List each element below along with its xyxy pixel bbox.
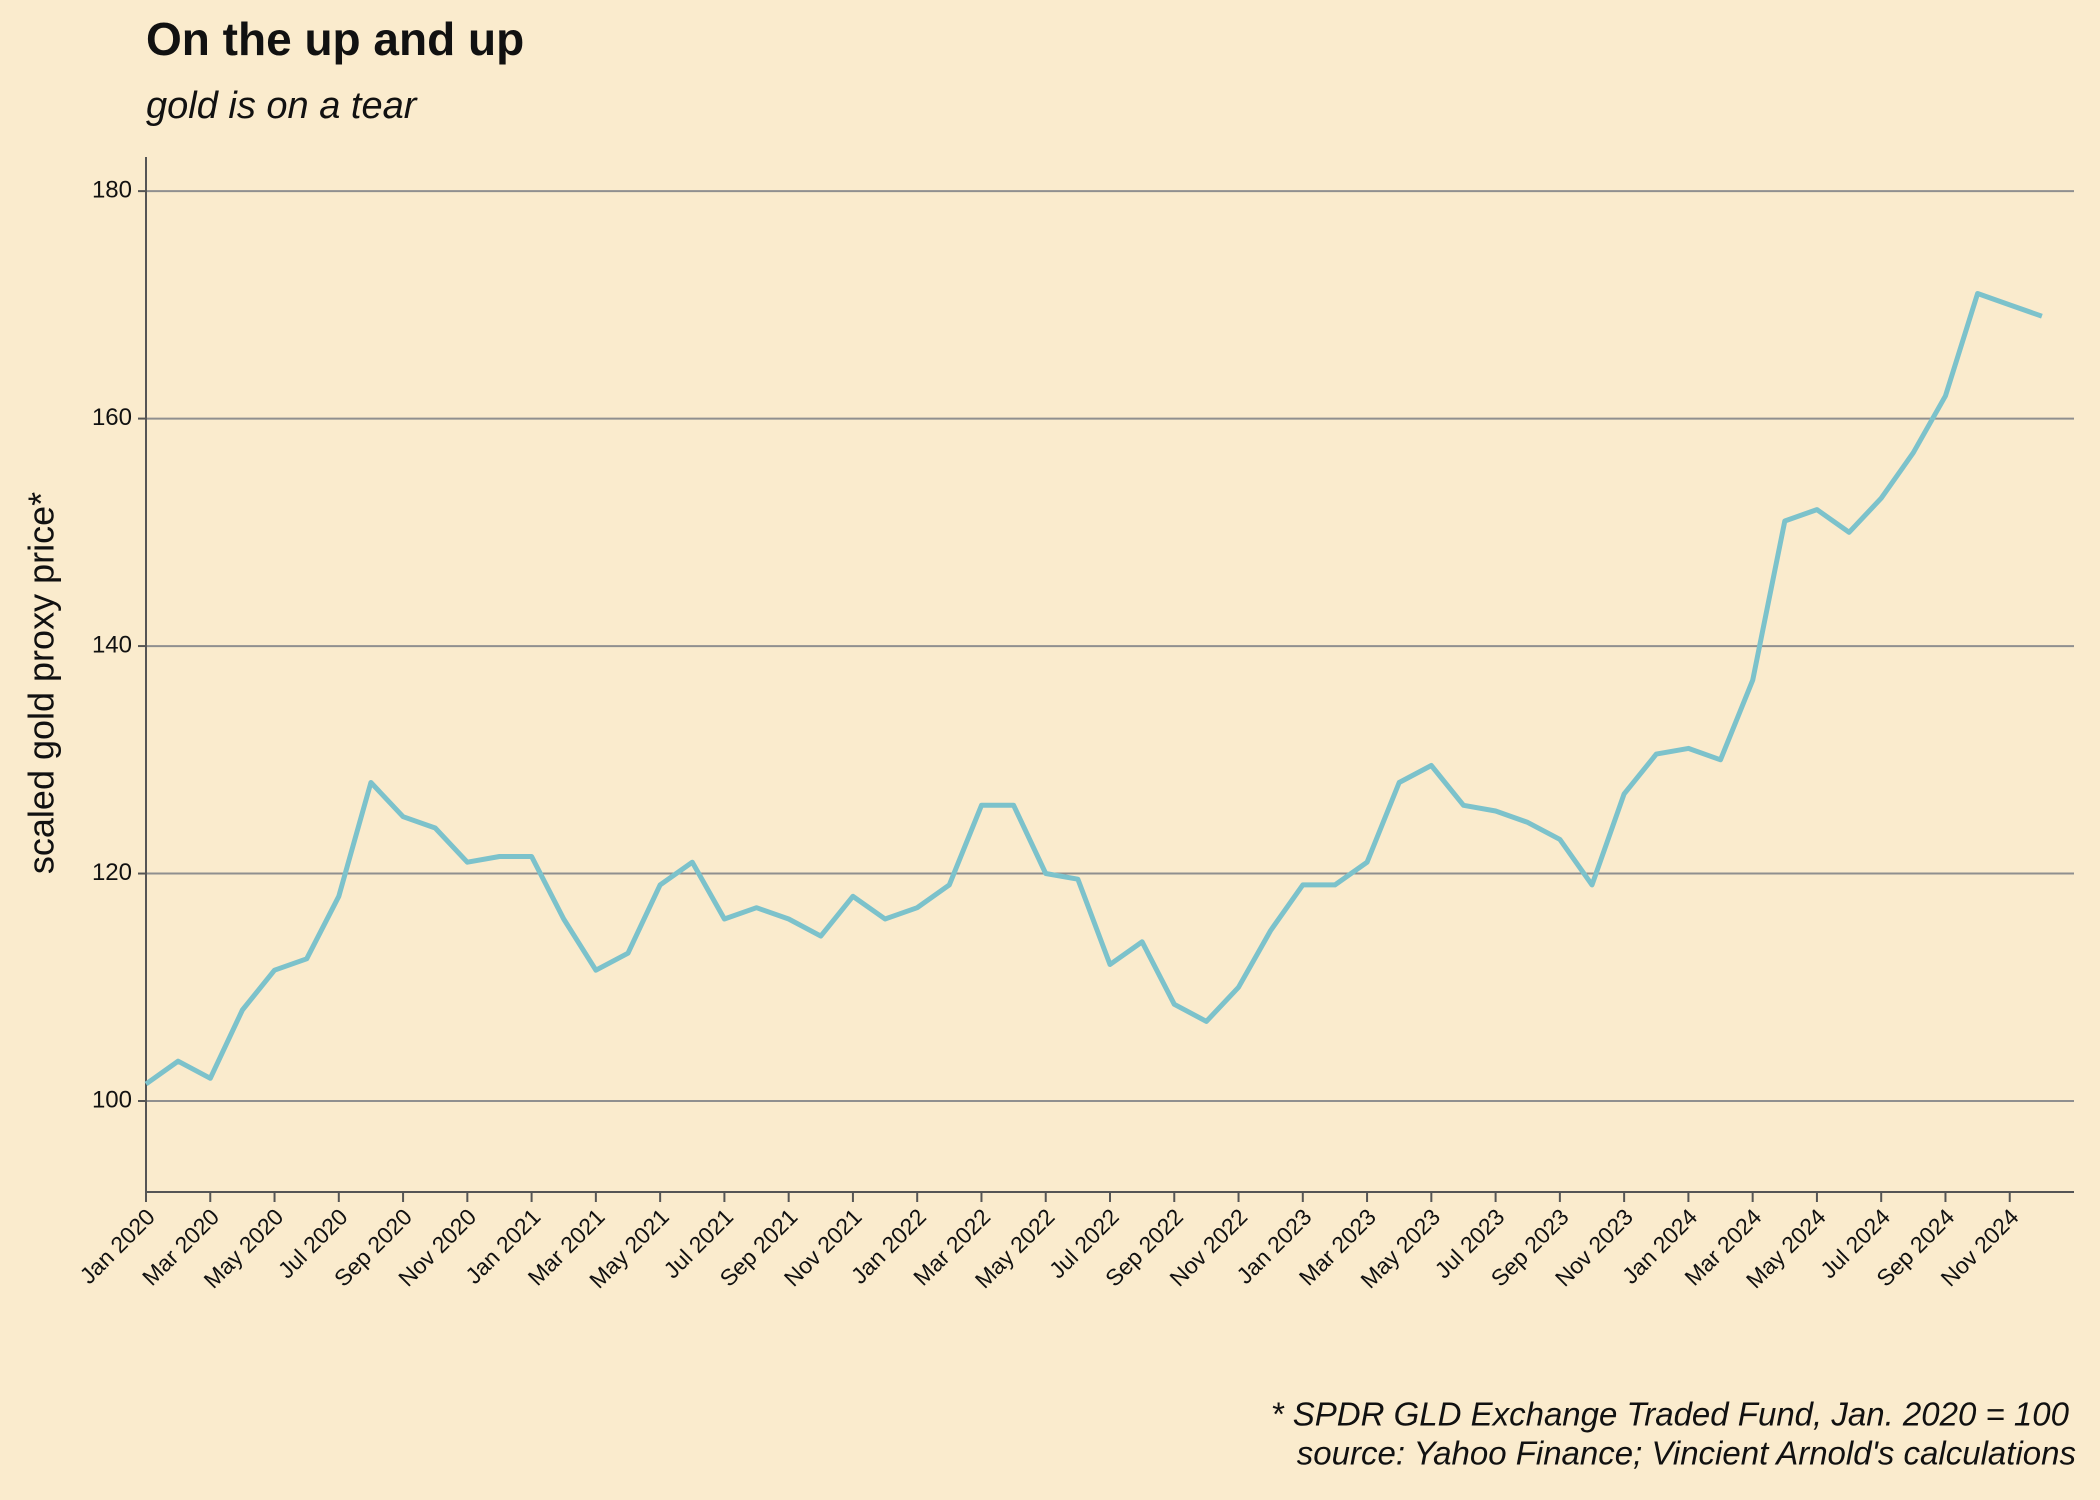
caption: source: Yahoo Finance; Vincient Arnold's… bbox=[1297, 1435, 2076, 1472]
y-tick-label: 120 bbox=[92, 859, 132, 886]
chart-title: On the up and up bbox=[146, 13, 524, 65]
y-tick-label: 100 bbox=[92, 1086, 132, 1113]
y-tick-label: 140 bbox=[92, 631, 132, 658]
y-axis-label: scaled gold proxy price* bbox=[21, 492, 62, 874]
caption: * SPDR GLD Exchange Traded Fund, Jan. 20… bbox=[1271, 1396, 2070, 1433]
chart-subtitle: gold is on a tear bbox=[146, 85, 418, 127]
price-line bbox=[144, 291, 2043, 1087]
y-tick-label: 180 bbox=[92, 176, 132, 203]
y-tick-label: 160 bbox=[92, 404, 132, 431]
